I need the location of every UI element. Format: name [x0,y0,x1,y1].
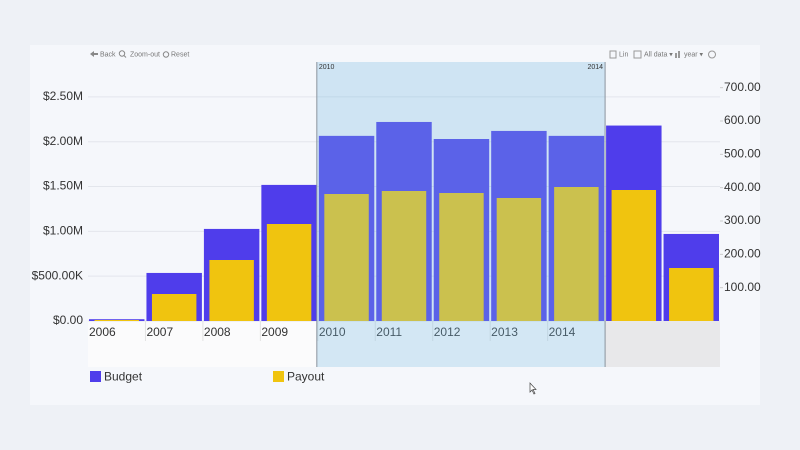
range-button[interactable]: All data ▾ [644,51,673,58]
y2-tick-label: 100.00 [724,280,761,294]
payout-bar [381,191,427,321]
payout-bar [209,260,254,321]
back-button[interactable]: Back [100,51,116,58]
mouse-cursor [529,382,537,395]
selection-end-label: 2014 [588,64,604,71]
legend-swatch [90,371,101,382]
payout-bar [496,198,542,321]
payout-bar [611,190,657,321]
payout-bar [266,224,312,321]
info-button[interactable] [708,50,716,59]
payout-bar [439,193,484,321]
y-tick-label: $2.50M [43,89,83,103]
y2-tick-label: 300.00 [724,213,761,227]
selection-start-label: 2010 [319,64,335,71]
x-tick-label: 2012 [434,325,461,339]
x-tick-label: 2008 [204,325,231,339]
payout-bar [151,294,197,321]
y-tick-label: $2.00M [43,134,83,148]
zoom-icon [118,50,126,57]
y-tick-label: $1.00M [43,224,83,238]
payout-bar [669,268,714,321]
unselected-axis [605,321,720,367]
range-icon [633,50,642,59]
zoom-icon-handle [123,55,127,58]
y-tick-label: $0.00 [53,313,83,327]
legend-swatch [273,371,284,382]
x-tick-label: 2013 [491,325,518,339]
y2-tick-label: 600.00 [724,113,761,127]
x-tick-label: 2009 [261,325,288,339]
legend-label: Budget [104,370,143,384]
y2-tick-label: 200.00 [724,247,761,261]
back-icon [90,51,98,57]
toolbar: Back Zoom-out Reset Lin All data ▾ year … [90,50,716,59]
y-tick-label: $500.00K [32,268,83,282]
y2-tick-label: 400.00 [724,180,761,194]
period-icon [678,51,680,58]
x-tick-label: 2010 [319,325,346,339]
x-tick-label: 2011 [376,325,402,339]
period-icon [675,53,677,58]
scale-icon [609,50,617,59]
reset-icon [162,51,170,58]
zoom-out-button[interactable]: Zoom-out [130,51,160,58]
y-tick-label: $1.50M [43,179,83,193]
x-tick-label: 2006 [89,325,116,339]
x-tick-label: 2007 [146,325,173,339]
reset-button[interactable]: Reset [171,51,189,58]
x-tick-label: 2014 [549,325,576,339]
payout-bar [324,194,369,321]
period-button[interactable]: year ▾ [684,51,704,58]
selected-range [316,62,606,367]
legend-label: Payout [287,370,325,384]
payout-bar [554,187,599,321]
payout-bar [94,320,139,321]
scale-button[interactable]: Lin [619,51,628,58]
y2-tick-label: 500.00 [724,147,761,161]
y2-tick-label: 700.00 [724,80,761,94]
